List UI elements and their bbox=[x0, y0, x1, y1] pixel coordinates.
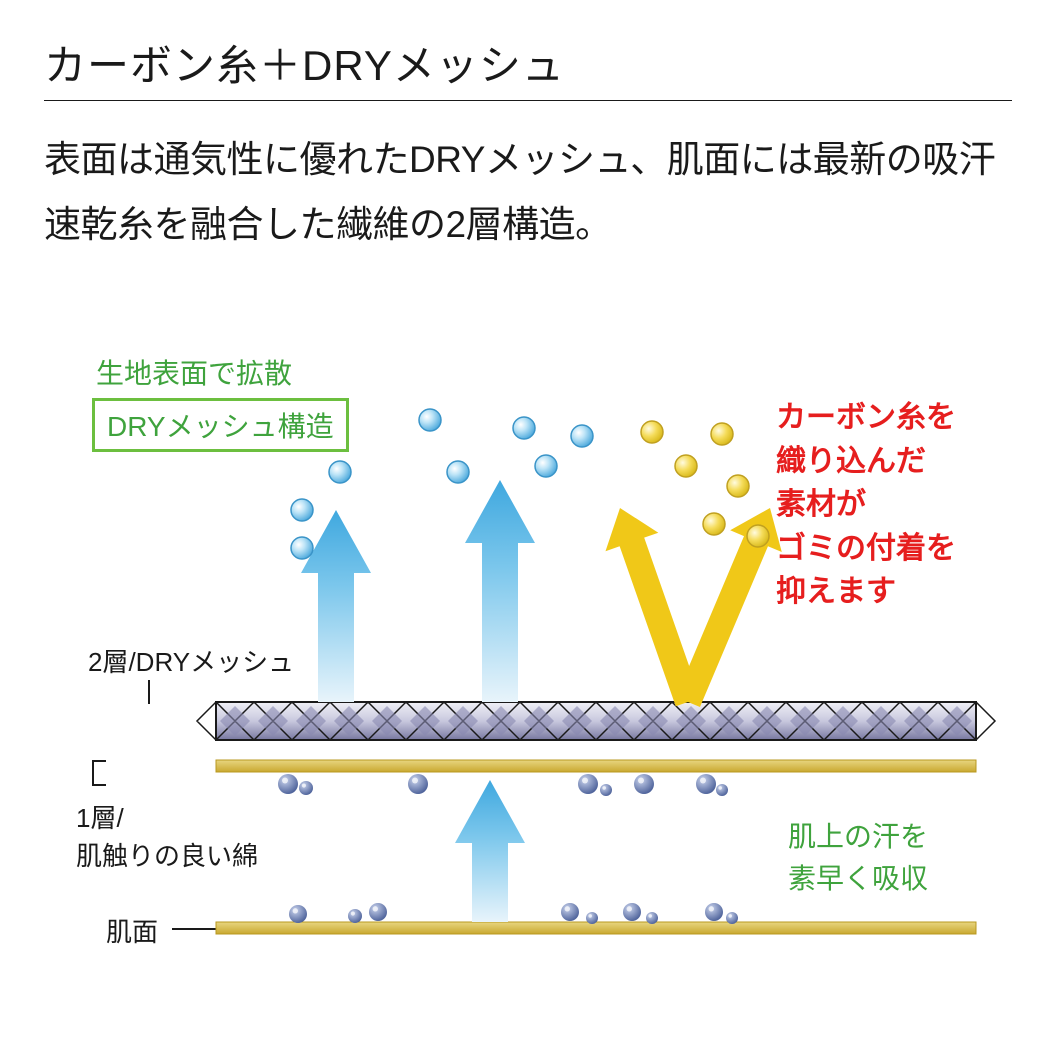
dry-mesh-box-label: DRYメッシュ構造 bbox=[92, 398, 349, 452]
page-title: カーボン糸＋DRYメッシュ bbox=[44, 32, 565, 93]
sweat-absorb-label: 肌上の汗を 素早く吸収 bbox=[788, 816, 928, 900]
carbon-thread-text: カーボン糸を 織り込んだ 素材が ゴミの付着を 抑えます bbox=[776, 396, 956, 614]
sweat-absorb-a: 肌上の汗を bbox=[788, 821, 928, 852]
title-divider bbox=[44, 100, 1012, 101]
layer1-bracket bbox=[92, 760, 106, 786]
cotton-layer-top bbox=[216, 760, 976, 772]
skin-label: 肌面 bbox=[106, 912, 158, 949]
mesh-layer-graphic bbox=[197, 702, 995, 740]
description-text: 表面は通気性に優れたDRYメッシュ、肌面には最新の吸汗速乾糸を融合した繊維の2層… bbox=[44, 128, 1024, 258]
red-line-3: 素材が bbox=[776, 488, 866, 521]
layer1-label: 1層/ 肌触りの良い綿 bbox=[76, 800, 258, 875]
sweat-absorb-b: 素早く吸収 bbox=[788, 863, 928, 894]
layer2-pointer bbox=[148, 680, 150, 704]
arrows-group bbox=[301, 480, 782, 922]
red-line-1: カーボン糸を bbox=[776, 401, 956, 434]
red-line-4: ゴミの付着を bbox=[776, 532, 956, 565]
red-line-5: 抑えます bbox=[776, 575, 896, 608]
red-line-2: 織り込んだ bbox=[776, 445, 926, 478]
cotton-layer-bottom bbox=[216, 922, 976, 934]
layer1-label-a: 1層/ bbox=[76, 803, 124, 833]
evaporation-circles bbox=[291, 409, 769, 559]
skin-pointer bbox=[172, 928, 218, 930]
layer2-label: 2層/DRYメッシュ bbox=[88, 642, 294, 679]
diffuse-label: 生地表面で拡散 bbox=[96, 352, 292, 392]
sweat-droplets bbox=[278, 774, 738, 924]
layer1-label-b: 肌触りの良い綿 bbox=[76, 841, 258, 871]
